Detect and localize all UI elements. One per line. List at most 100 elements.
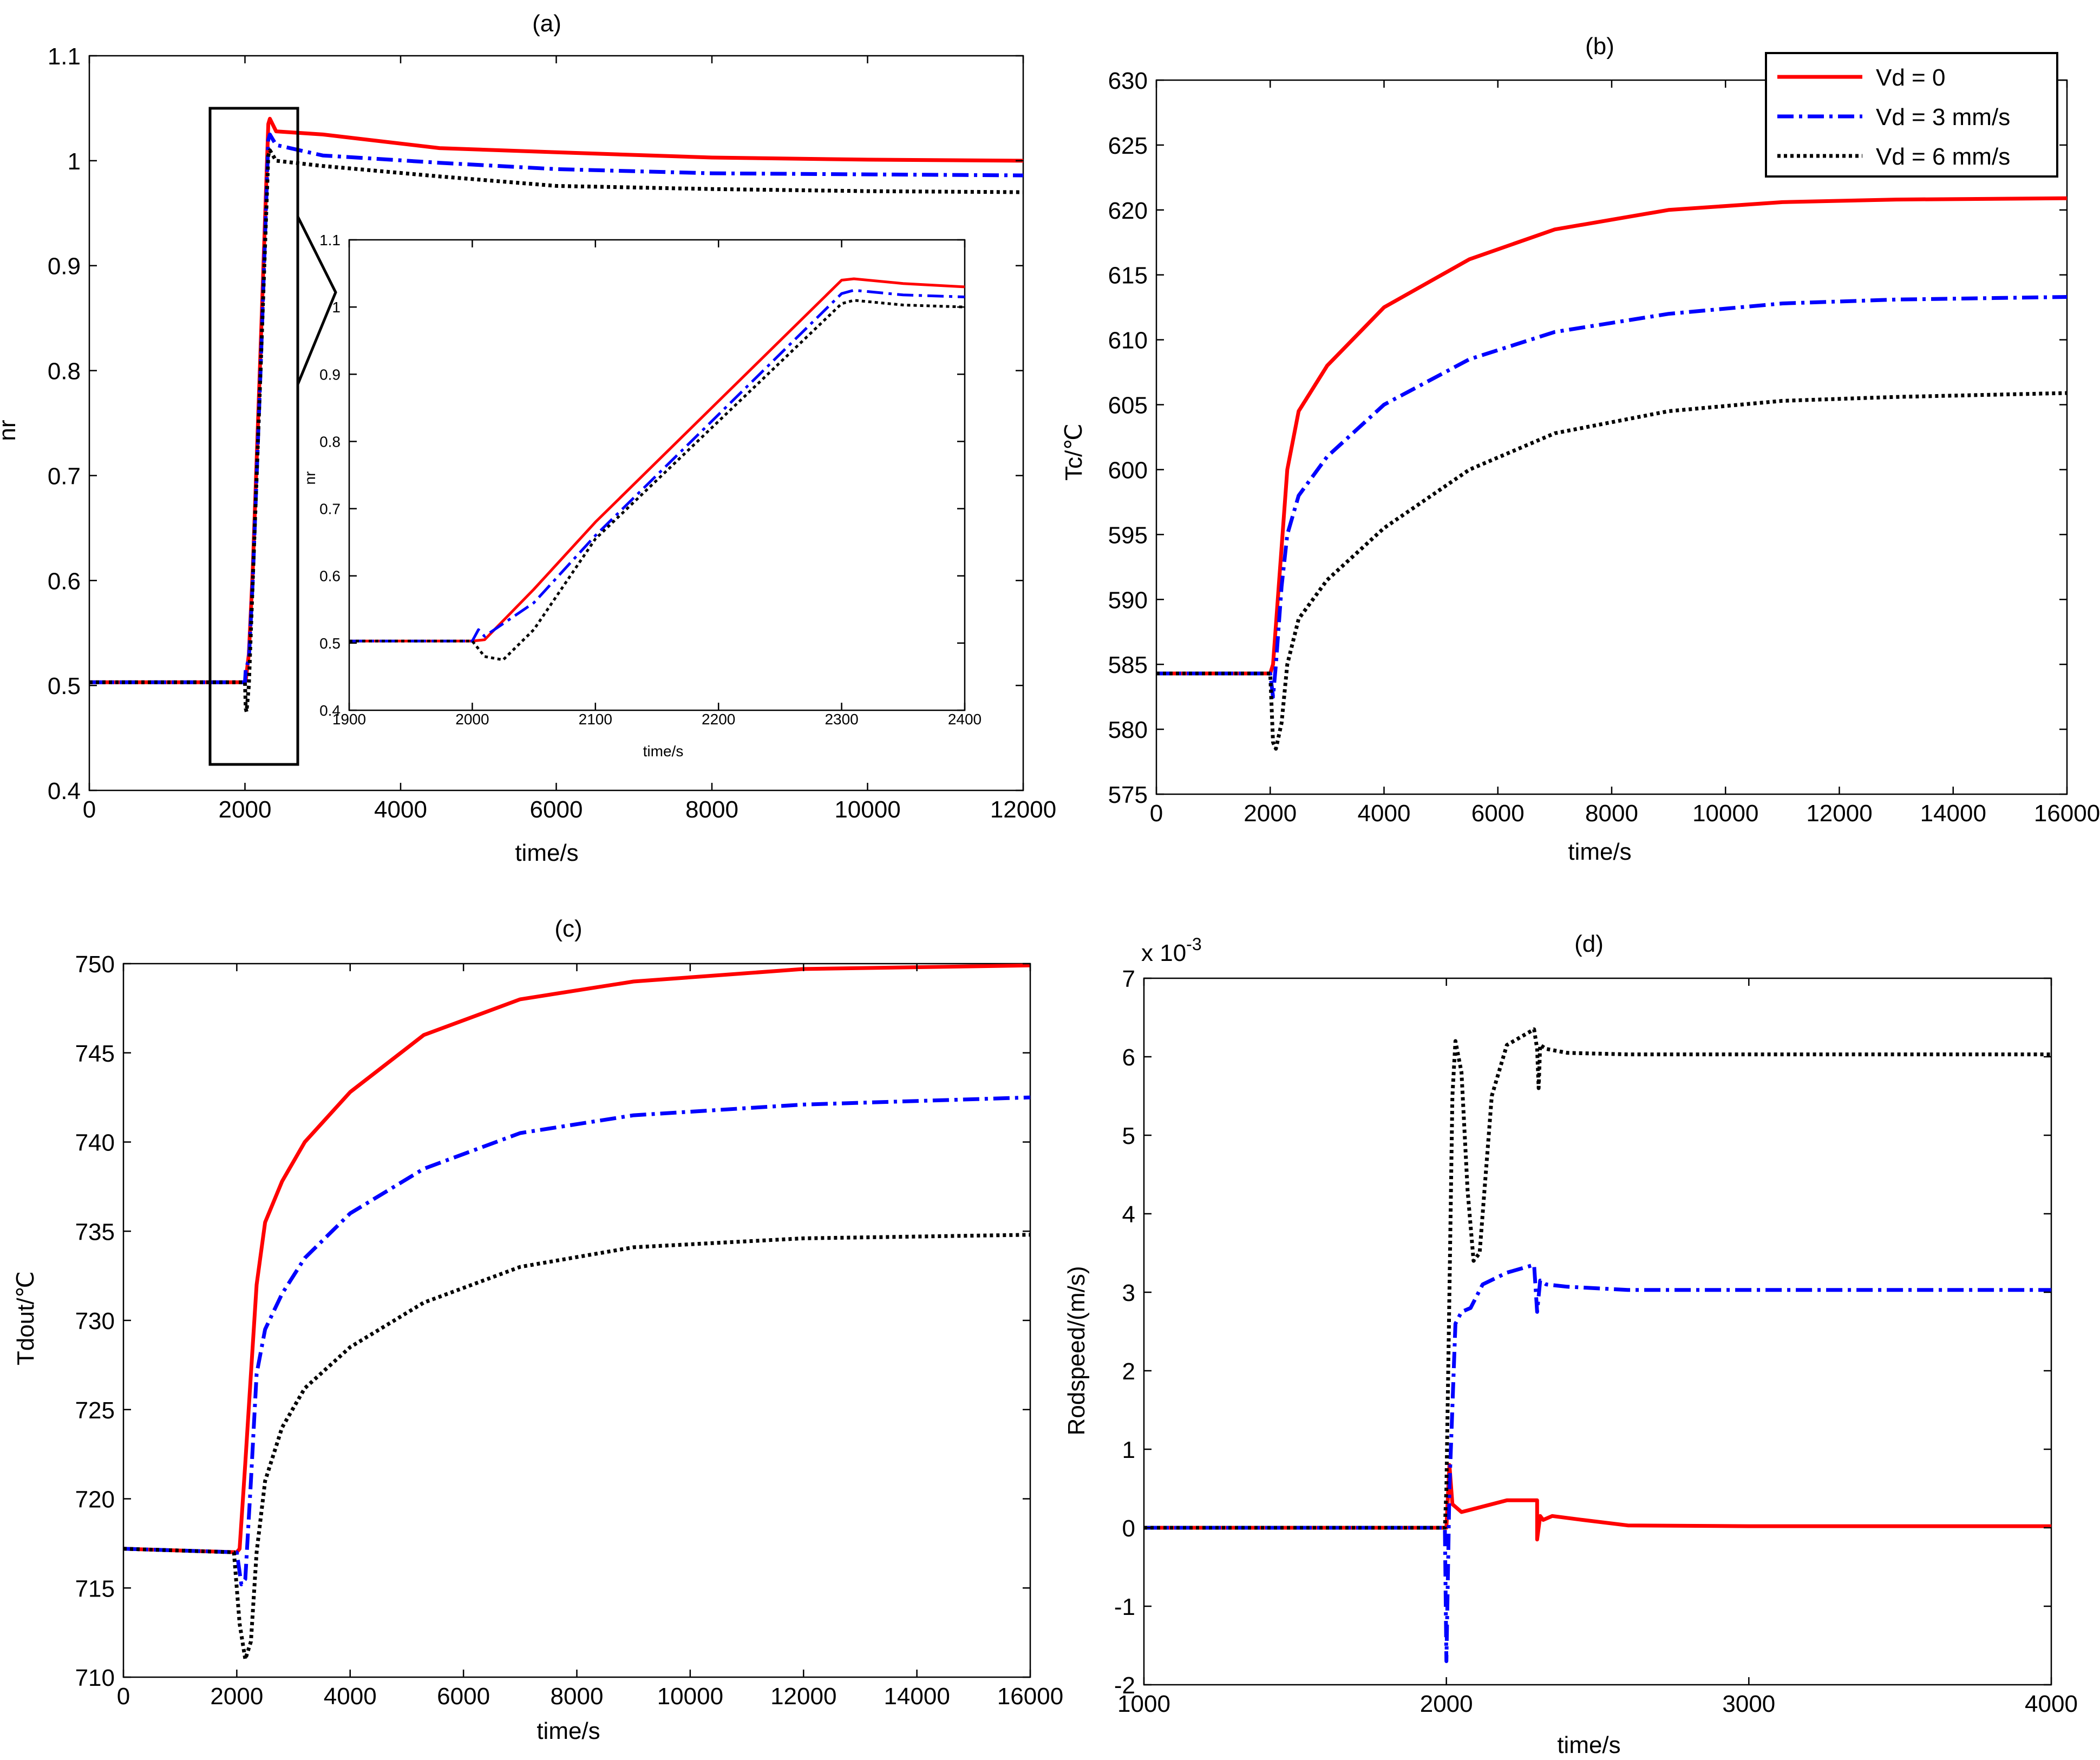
d-ytick-label: -1 [1114,1594,1135,1620]
d-ytick-label: 6 [1122,1044,1135,1071]
c-xtick-label: 2000 [210,1683,263,1710]
b-ytick-label: 615 [1108,263,1148,289]
c-ytick-label: 745 [75,1041,115,1067]
a-inset-ytick-label: 0.6 [319,568,341,585]
panel-a-ylabel: nr [0,420,21,441]
panel-d-scale-base: x 10 [1141,940,1186,966]
zoom-callout [296,215,337,385]
b-ytick-label: 590 [1108,587,1148,613]
c-xtick-label: 16000 [997,1683,1063,1710]
panel-d-ylabel: Rodspeed/(m/s) [1063,1266,1090,1435]
d-ytick-label: 1 [1122,1437,1135,1463]
a-ytick-label: 0.6 [48,568,81,594]
a-xtick-label: 10000 [834,796,900,823]
a-inset-xtick-label: 2300 [825,711,858,728]
a-inset-plot-frame [348,239,966,711]
c-series-vd-0 [123,964,1030,1554]
b-xtick-label: 12000 [1806,800,1872,827]
b-xtick-label: 14000 [1920,800,1986,827]
panel-c: (c) 0 2000 4000 6000 8000 10000 12000 14000 1600… [12,915,1063,1744]
a-inset-xtick-label: 2400 [948,711,982,728]
zoom-box [208,107,299,766]
c-ytick-label: 730 [75,1308,115,1334]
a-ytick-label: 0.8 [48,358,81,385]
d-plot-frame [1143,977,2052,1686]
b-xtick-label: 0 [1150,800,1163,827]
c-xtick-label: 4000 [324,1683,377,1710]
b-xtick-label: 8000 [1585,800,1638,827]
panel-c-xlabel: time/s [537,1718,600,1744]
a-ytick-label: 0.7 [48,463,81,489]
panel-c-axes: 0 2000 4000 6000 8000 10000 12000 14000 16000 710… [75,951,1064,1710]
panel-a: (a) 0 2000 4000 6000 8000 10000 120000.40.50.6… [0,10,1056,866]
a-inset-series-vd-6 [349,299,965,662]
panel-b-xlabel: time/s [1568,839,1631,865]
b-series-vd-0 [1156,196,2067,676]
a-ytick-label: 1 [68,148,81,175]
d-ytick-label: 3 [1122,1280,1135,1306]
a-xtick-label: 4000 [374,796,427,823]
b-xtick-label: 10000 [1692,800,1758,827]
b-xtick-label: 2000 [1244,800,1297,827]
a-xtick-label: 6000 [530,796,583,823]
b-xtick-label: 6000 [1471,800,1525,827]
c-xtick-label: 6000 [437,1683,490,1710]
a-inset-xtick-label: 2200 [702,711,735,728]
a-xtick-label: 2000 [219,796,272,823]
panel-a-xlabel: time/s [515,840,578,866]
c-plot-frame [122,963,1031,1678]
a-inset-ytick-label: 0.7 [319,501,341,518]
c-xtick-label: 8000 [551,1683,604,1710]
a-ytick-label: 0.4 [48,778,81,804]
a-ytick-label: 0.9 [48,253,81,280]
panel-d-title: (d) [1574,931,1604,957]
legend: Vd = 0 Vd = 3 mm/s Vd = 6 mm/s [1765,52,2058,178]
c-ytick-label: 710 [75,1665,115,1691]
a-inset-series-vd-3 [349,289,965,643]
a-xtick-label: 8000 [685,796,738,823]
c-ytick-label: 735 [75,1219,115,1245]
d-xtick-label: 1000 [1117,1691,1170,1717]
c-series-vd-3 [123,1095,1030,1587]
d-ytick-label: 5 [1122,1123,1135,1149]
panel-d-scale: x 10-3 [1141,934,1202,966]
b-series-vd-6 [1156,391,2067,751]
a-inset-ytick-label: 1 [332,299,341,316]
legend-label-1: Vd = 3 mm/s [1876,104,2010,130]
b-ytick-label: 605 [1108,392,1148,419]
a-inset-ytick-label: 0.5 [319,635,341,652]
b-ytick-label: 630 [1108,68,1148,94]
legend-label-0: Vd = 0 [1876,64,1945,91]
a-xtick-label: 12000 [990,796,1056,823]
c-ytick-label: 715 [75,1575,115,1602]
d-ytick-label: 4 [1122,1201,1135,1228]
a-series-vd-6 [89,148,1023,714]
a-ytick-label: 0.5 [48,673,81,699]
d-xtick-label: 3000 [1722,1691,1775,1717]
a-inset-ytick-label: 0.9 [319,366,341,383]
inset-xlabel: time/s [643,743,684,760]
b-ytick-label: 585 [1108,652,1148,678]
panel-b: (b) 0 2000 4000 6000 8000 10000 12000 14000 1600… [1061,33,2100,865]
a-inset-ytick-label: 0.8 [319,433,341,450]
b-xtick-label: 4000 [1358,800,1411,827]
d-xtick-label: 4000 [2025,1691,2078,1717]
c-ytick-label: 750 [75,951,115,978]
c-xtick-label: 12000 [770,1683,836,1710]
c-xtick-label: 0 [117,1683,130,1710]
a-inset-series-vd-0 [349,277,965,643]
b-ytick-label: 575 [1108,782,1148,808]
panel-b-axes: 0 2000 4000 6000 8000 10000 12000 14000 16000 575… [1108,68,2100,827]
inset-ylabel: nr [302,472,318,485]
panel-d-xlabel: time/s [1557,1732,1620,1758]
d-ytick-label: 2 [1122,1358,1135,1385]
c-ytick-label: 720 [75,1487,115,1513]
panel-d-axes: 1000 2000 3000 4000 -2 -1 0 1 2 3 4 5 6 7 [1114,966,2078,1717]
c-xtick-label: 10000 [657,1683,723,1710]
a-inset-ytick-label: 0.4 [319,702,341,719]
c-series-vd-6 [123,1233,1030,1661]
panel-a-title: (a) [532,10,561,37]
d-xtick-label: 2000 [1420,1691,1473,1717]
